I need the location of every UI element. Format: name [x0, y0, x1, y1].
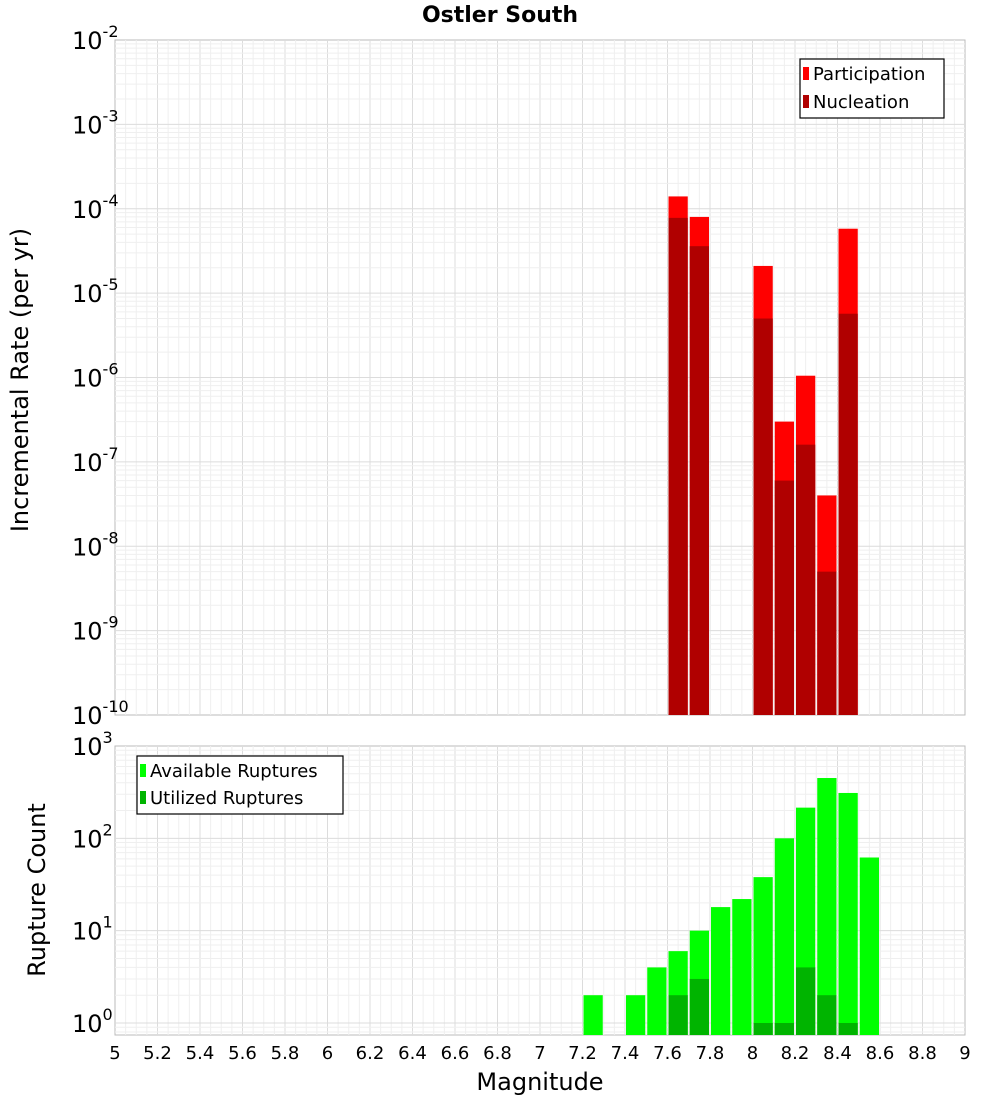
bar-available-ruptures [774, 838, 794, 1035]
y-tick-label: 10-3 [72, 106, 119, 139]
bar-utilized-ruptures [668, 995, 688, 1035]
x-tick-label: 5.2 [143, 1043, 172, 1064]
x-tick-label: 5.8 [271, 1043, 300, 1064]
bottom-y-axis-label: Rupture Count [23, 803, 51, 977]
bottom-bars [583, 778, 879, 1035]
bar-nucleation [817, 571, 837, 715]
x-tick-label: 8 [747, 1043, 758, 1064]
x-tick-label: 5 [109, 1043, 120, 1064]
x-tick-label: 7.4 [611, 1043, 640, 1064]
bar-utilized-ruptures [689, 978, 709, 1035]
x-tick-label: 7.2 [568, 1043, 597, 1064]
bottom-legend-box [136, 755, 344, 815]
y-tick-label: 10-10 [72, 697, 129, 730]
y-tick-label: 102 [72, 820, 113, 853]
bar-available-ruptures [583, 995, 603, 1035]
bottom-y-tick-labels: 100 101 102 103 [72, 728, 113, 1038]
top-gridlines [115, 40, 965, 715]
bar-nucleation [774, 480, 794, 715]
x-tick-label: 8.6 [866, 1043, 895, 1064]
y-tick-label: 10-6 [72, 360, 119, 393]
x-tick-label: 7.6 [653, 1043, 682, 1064]
y-tick-label: 10-8 [72, 528, 119, 561]
x-tick-label: 8.8 [908, 1043, 937, 1064]
y-tick-label: 10-5 [72, 275, 119, 308]
x-axis-label: Magnitude [476, 1068, 603, 1096]
legend-label-utilized: Utilized Ruptures [150, 788, 303, 809]
bottom-plot: 100 101 102 103 5 5.2 5.4 5.6 5.8 6 6.2 6.4 6.6 6.8 7… [23, 728, 971, 1096]
bar-available-ruptures [838, 792, 858, 1035]
bar-utilized-ruptures [796, 967, 816, 1035]
bar-utilized-ruptures [774, 1022, 794, 1035]
x-tick-label: 9 [959, 1043, 970, 1064]
bar-available-ruptures [753, 877, 773, 1035]
y-tick-label: 103 [72, 728, 113, 761]
y-tick-label: 10-4 [72, 191, 119, 224]
bar-available-ruptures [711, 907, 731, 1035]
x-tick-label: 6.2 [356, 1043, 385, 1064]
legend-label-available: Available Ruptures [150, 761, 318, 782]
x-tick-label: 5.6 [228, 1043, 257, 1064]
y-tick-label: 10-9 [72, 613, 119, 646]
x-tick-label: 8.4 [823, 1043, 852, 1064]
chart-title: Ostler South [422, 3, 578, 28]
bar-nucleation [689, 246, 709, 715]
bar-available-ruptures [859, 857, 879, 1035]
x-tick-label: 6 [322, 1043, 333, 1064]
legend-swatch-available [140, 764, 146, 777]
top-bars [668, 196, 858, 716]
bar-nucleation [668, 217, 688, 715]
y-tick-label: 101 [72, 913, 113, 946]
y-tick-label: 10-2 [72, 22, 119, 55]
top-legend-box [799, 58, 945, 119]
legend-label-nucleation: Nucleation [813, 92, 909, 113]
bottom-legend: Available Ruptures Utilized Ruptures [136, 755, 344, 815]
top-plot: 10-10 10-9 10-8 10-7 10-6 10-5 10-4 10-3 10-2 In… [6, 22, 966, 730]
top-y-axis-label: Incremental Rate (per yr) [6, 228, 34, 532]
bar-utilized-ruptures [753, 1022, 773, 1035]
bar-nucleation [753, 318, 773, 715]
legend-label-participation: Participation [813, 64, 925, 85]
legend-swatch-participation [803, 67, 809, 80]
y-tick-label: 100 [72, 1005, 113, 1038]
x-tick-label: 5.4 [186, 1043, 215, 1064]
bar-available-ruptures [647, 967, 667, 1035]
x-tick-labels: 5 5.2 5.4 5.6 5.8 6 6.2 6.4 6.6 6.8 7 7.2 7.4 7.6 7.8 8… [109, 1043, 970, 1064]
bar-available-ruptures [626, 995, 646, 1035]
x-tick-label: 7 [534, 1043, 545, 1064]
bar-nucleation [796, 444, 816, 715]
bar-utilized-ruptures [817, 995, 837, 1035]
top-y-tick-labels: 10-10 10-9 10-8 10-7 10-6 10-5 10-4 10-3 10-2 [72, 22, 129, 730]
bar-available-ruptures [732, 899, 752, 1035]
bar-available-ruptures [817, 778, 837, 1035]
bar-nucleation [838, 313, 858, 715]
top-legend: Participation Nucleation [799, 58, 945, 119]
bar-utilized-ruptures [838, 1022, 858, 1035]
x-tick-label: 6.8 [483, 1043, 512, 1064]
x-tick-label: 6.6 [441, 1043, 470, 1064]
legend-swatch-nucleation [803, 95, 809, 108]
x-tick-label: 7.8 [696, 1043, 725, 1064]
legend-swatch-utilized [140, 791, 146, 804]
y-tick-label: 10-7 [72, 444, 119, 477]
x-tick-label: 6.4 [398, 1043, 427, 1064]
x-tick-label: 8.2 [781, 1043, 810, 1064]
